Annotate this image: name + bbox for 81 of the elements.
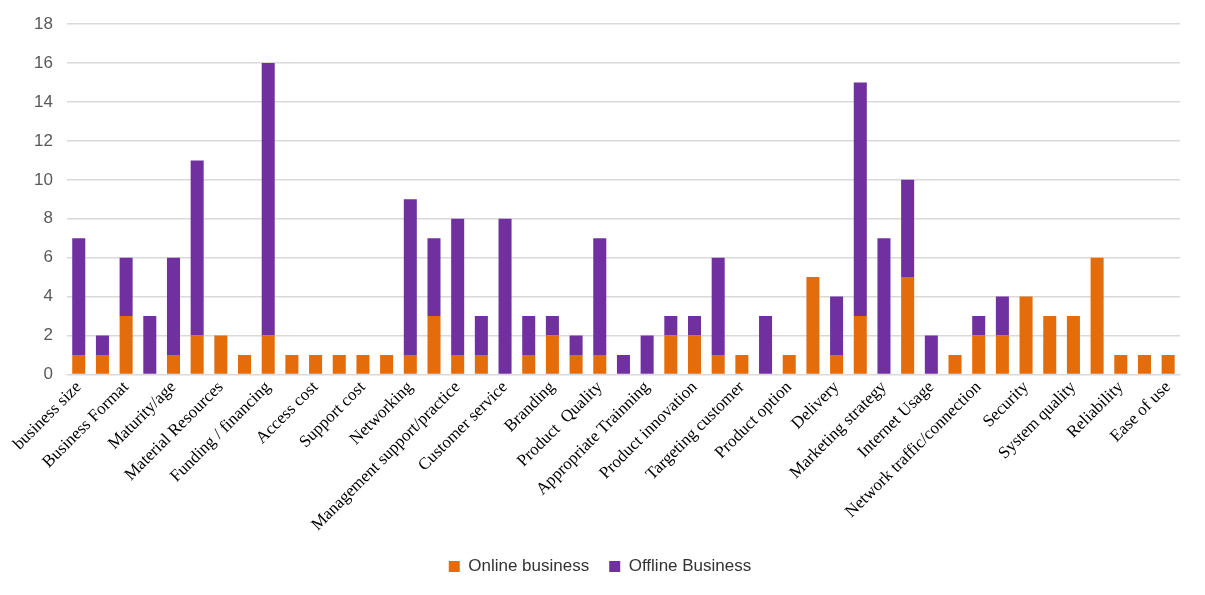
legend-label: Offline Business bbox=[628, 556, 752, 576]
bar bbox=[95, 354, 109, 374]
bar bbox=[759, 316, 773, 374]
bar bbox=[190, 335, 204, 374]
bar bbox=[95, 335, 109, 355]
bar bbox=[332, 354, 346, 374]
bar bbox=[309, 354, 323, 374]
bar bbox=[569, 335, 583, 355]
bar bbox=[593, 354, 607, 374]
y-tick-label: 10 bbox=[33, 169, 53, 189]
bar bbox=[972, 335, 986, 374]
bar bbox=[995, 335, 1009, 374]
bar bbox=[664, 335, 678, 374]
bar bbox=[166, 257, 180, 355]
bar bbox=[901, 179, 915, 278]
bar bbox=[687, 335, 702, 374]
bar bbox=[285, 354, 299, 374]
bar bbox=[1161, 354, 1175, 374]
legend-label: Online business bbox=[468, 556, 590, 576]
bar bbox=[853, 82, 867, 317]
bar bbox=[1043, 316, 1057, 374]
bar bbox=[72, 238, 86, 355]
bar bbox=[711, 354, 725, 374]
bar bbox=[877, 238, 891, 374]
bar bbox=[830, 296, 844, 355]
y-tick-label: 8 bbox=[43, 208, 53, 228]
y-tick-label: 12 bbox=[33, 130, 53, 150]
bar bbox=[1137, 354, 1151, 374]
y-tick-label: 0 bbox=[43, 364, 53, 384]
bar bbox=[545, 335, 559, 374]
bar bbox=[806, 277, 820, 374]
bar bbox=[735, 354, 749, 374]
bar bbox=[427, 316, 441, 374]
bar bbox=[948, 354, 962, 374]
bar bbox=[403, 354, 417, 374]
bar bbox=[522, 316, 536, 355]
bar bbox=[119, 257, 133, 317]
bar bbox=[1066, 316, 1080, 374]
bar bbox=[498, 218, 512, 374]
bar bbox=[664, 316, 678, 336]
bar bbox=[924, 335, 938, 374]
bar bbox=[593, 238, 607, 355]
bar bbox=[261, 335, 275, 374]
bar bbox=[901, 277, 915, 374]
bar bbox=[1019, 296, 1033, 374]
bar bbox=[261, 63, 275, 336]
bar bbox=[119, 316, 133, 374]
bar bbox=[972, 316, 986, 336]
bar bbox=[640, 335, 654, 374]
bar bbox=[380, 354, 394, 374]
y-tick-label: 6 bbox=[43, 247, 53, 267]
bar bbox=[451, 218, 465, 355]
bar bbox=[72, 354, 86, 374]
y-tick-label: 4 bbox=[43, 286, 53, 306]
bar bbox=[143, 316, 157, 374]
bar bbox=[830, 354, 844, 374]
bar bbox=[214, 335, 228, 374]
bar bbox=[451, 354, 465, 374]
bar bbox=[427, 238, 441, 317]
bar bbox=[1114, 354, 1128, 374]
bar bbox=[166, 354, 180, 374]
bar bbox=[616, 354, 630, 374]
bar bbox=[474, 354, 488, 374]
bar bbox=[403, 199, 417, 355]
y-tick-label: 18 bbox=[33, 13, 53, 33]
bar bbox=[687, 316, 702, 336]
bar bbox=[474, 316, 488, 355]
bar bbox=[238, 354, 252, 374]
y-tick-label: 14 bbox=[33, 91, 53, 111]
y-tick-label: 16 bbox=[33, 52, 53, 72]
bar bbox=[711, 257, 725, 355]
bar bbox=[545, 316, 559, 336]
bar bbox=[1090, 257, 1104, 374]
bar bbox=[853, 316, 867, 374]
bar bbox=[190, 160, 204, 336]
bar bbox=[569, 354, 583, 374]
bar bbox=[782, 354, 796, 374]
bar bbox=[522, 354, 536, 374]
y-tick-label: 2 bbox=[43, 325, 53, 345]
bar bbox=[356, 354, 370, 374]
bar bbox=[995, 296, 1009, 336]
